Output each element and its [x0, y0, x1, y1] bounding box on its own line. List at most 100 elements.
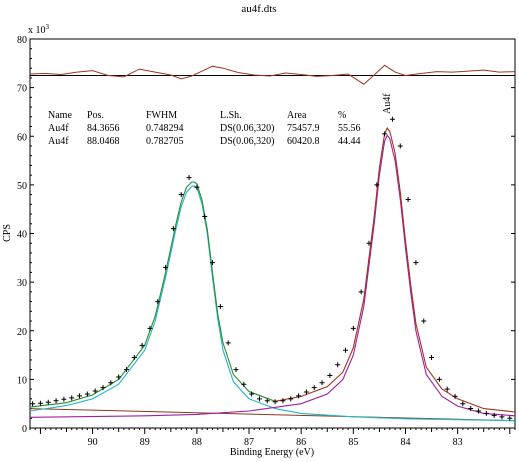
table-header-pos: Pos. — [87, 110, 104, 121]
data-point-marker — [210, 260, 216, 266]
residual-line — [29, 64, 516, 85]
peak-label: Au4f — [382, 93, 393, 114]
y-axis-label: CPS — [2, 224, 13, 242]
data-point-marker — [413, 260, 419, 266]
data-point-marker — [53, 398, 59, 404]
y-scale-exponent: 3 — [46, 23, 50, 31]
data-point-marker — [382, 131, 388, 137]
data-point-marker — [507, 415, 513, 421]
table-header-lsh: L.Sh. — [220, 110, 242, 121]
data-point-marker — [147, 325, 153, 331]
data-point-marker — [366, 240, 372, 246]
data-point-marker — [178, 192, 184, 198]
envelope-line — [274, 126, 516, 413]
data-point-marker — [280, 398, 286, 404]
data-point-marker — [319, 380, 325, 386]
data-point-marker — [405, 196, 411, 202]
data-point-marker — [163, 265, 169, 271]
data-point-marker — [84, 391, 90, 397]
data-point-marker — [264, 398, 270, 404]
y-axis-ticks: 0 10 20 30 40 50 60 70 80 — [17, 35, 515, 435]
data-point-marker — [288, 396, 294, 402]
data-point-marker — [202, 213, 208, 219]
table-cell-name: Au4f — [48, 136, 69, 147]
table-cell-name: Au4f — [48, 123, 69, 134]
data-point-marker — [69, 395, 75, 401]
x-tick-label: 88 — [192, 437, 202, 448]
y-tick-label: 0 — [22, 424, 27, 435]
y-tick-label: 50 — [17, 181, 27, 192]
table-header-fwhm: FWHM — [146, 110, 177, 121]
data-point-marker — [444, 386, 450, 392]
x-tick-label: 84 — [400, 437, 410, 448]
data-point-marker — [436, 376, 442, 382]
table-cell-area: 75457.9 — [287, 123, 320, 134]
data-point-marker — [37, 400, 43, 406]
data-point-marker — [194, 184, 200, 190]
x-tick-label: 85 — [348, 437, 358, 448]
data-point-marker — [483, 410, 489, 416]
data-point-marker — [123, 367, 129, 373]
table-cell-pos: 84.3656 — [87, 123, 120, 134]
y-tick-label: 70 — [17, 84, 27, 95]
x-tick-label: 90 — [88, 437, 98, 448]
x-tick-label: 83 — [453, 437, 463, 448]
data-point-marker — [475, 408, 481, 414]
data-point-marker — [343, 347, 349, 353]
data-point-marker — [421, 318, 427, 324]
data-point-marker — [350, 325, 356, 331]
data-point-marker — [296, 393, 302, 399]
data-point-marker — [217, 303, 223, 309]
data-point-marker — [45, 399, 51, 405]
data-point-marker — [225, 340, 231, 346]
data-point-marker — [256, 396, 262, 402]
y-tick-label: 20 — [17, 327, 27, 338]
data-point-marker — [389, 116, 395, 122]
data-points — [30, 116, 513, 421]
table-cell-lsh: DS(0.06,320) — [220, 123, 274, 134]
data-point-marker — [374, 182, 380, 188]
component-line — [29, 185, 516, 422]
y-scale-base: x 10 — [28, 25, 46, 36]
x-tick-label: 87 — [244, 437, 254, 448]
data-point-marker — [335, 362, 341, 368]
peak-table: Name Pos. FWHM L.Sh. Area % Au4f 84.3656 0.74829… — [48, 110, 361, 147]
y-tick-label: 60 — [17, 132, 27, 143]
data-point-marker — [460, 401, 466, 407]
data-point-marker — [303, 389, 309, 395]
x-tick-label: 86 — [296, 437, 306, 448]
table-cell-pct: 55.56 — [338, 123, 361, 134]
data-point-marker — [61, 396, 67, 402]
x-axis-label: Binding Energy (eV) — [230, 447, 314, 458]
table-header-area: Area — [287, 110, 307, 121]
data-point-marker — [100, 385, 106, 391]
data-point-marker — [233, 367, 239, 373]
data-point-marker — [116, 374, 122, 380]
y-tick-label: 80 — [17, 35, 27, 46]
chart-title: au4f.dts — [241, 3, 276, 15]
data-point-marker — [155, 299, 161, 305]
table-cell-lsh: DS(0.06,320) — [220, 136, 274, 147]
table-cell-pos: 88.0468 — [87, 136, 120, 147]
data-point-marker — [358, 289, 364, 295]
plot-curves — [29, 64, 516, 422]
data-point-marker — [272, 399, 278, 405]
envelope-line — [29, 181, 276, 408]
y-scale-label: x 103 — [28, 23, 50, 36]
data-point-marker — [30, 401, 36, 407]
data-point-marker — [108, 380, 114, 386]
data-point-marker — [468, 406, 474, 412]
data-point-marker — [139, 342, 145, 348]
data-point-marker — [186, 175, 192, 181]
background-line — [29, 408, 516, 422]
data-point-marker — [170, 226, 176, 232]
x-axis-ticks: 90 89 88 87 86 85 84 83 — [29, 428, 516, 448]
data-point-marker — [311, 385, 317, 391]
table-cell-area: 60420.8 — [287, 136, 320, 147]
table-header-pct: % — [338, 110, 346, 121]
y-tick-label: 30 — [17, 278, 27, 289]
data-point-marker — [397, 143, 403, 149]
data-point-marker — [92, 388, 98, 394]
table-cell-fwhm: 0.748294 — [146, 123, 184, 134]
